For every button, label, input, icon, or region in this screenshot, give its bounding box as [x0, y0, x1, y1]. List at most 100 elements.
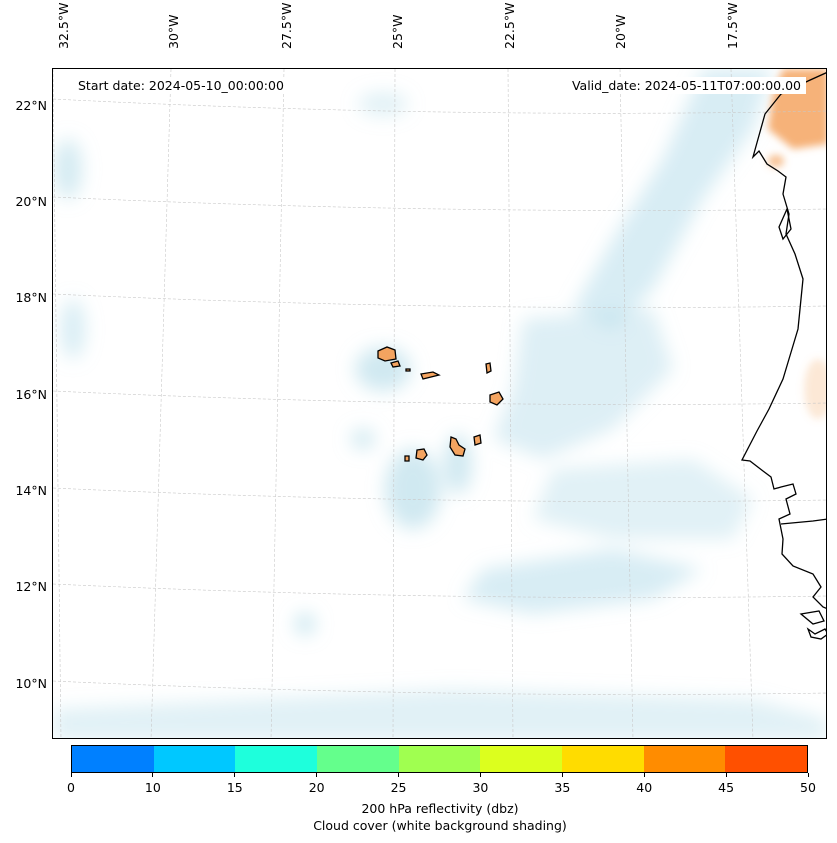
colorbar-tick — [70, 773, 72, 777]
lat-label-14n: 14°N — [15, 483, 47, 498]
gridline-lat-10 — [53, 680, 826, 695]
lon-label-25w: 25°W — [387, 8, 405, 64]
colorbar-tick — [725, 773, 727, 777]
coastline-gambia-inlet — [780, 518, 826, 525]
map-canvas — [53, 69, 826, 738]
lon-label-30w: 30°W — [163, 8, 181, 64]
colorbar-tick-label: 0 — [67, 780, 75, 795]
lon-label-22-5w-text: 22.5°W — [502, 2, 517, 49]
colorbar-tick — [398, 773, 400, 777]
colorbar-segment-8 — [725, 746, 808, 772]
gridline-lat-22 — [53, 98, 826, 114]
lat-label-20n: 20°N — [15, 194, 47, 209]
island-santa-luzia — [405, 368, 411, 372]
cloud-band-central — [493, 309, 673, 459]
cloud-patch-small — [295, 613, 315, 635]
cloud-patch-islands-west — [355, 347, 411, 391]
colorbar-tick-label: 40 — [636, 780, 653, 795]
colorbar-tick-label: 35 — [554, 780, 571, 795]
cape-verde-islands — [377, 346, 504, 462]
cloud-cover-layer — [53, 69, 826, 738]
lon-label-32-5w-text: 32.5°W — [56, 2, 71, 49]
lat-label-10n: 10°N — [15, 676, 47, 691]
island-fogo — [415, 448, 428, 461]
colorbar-tick-label: 30 — [472, 780, 489, 795]
lat-label-12n: 12°N — [15, 579, 47, 594]
lon-label-32-5w: 32.5°W — [53, 3, 71, 64]
cloud-band-northeast — [573, 69, 773, 329]
colorbar-tick-label: 50 — [800, 780, 816, 795]
gridline-lon-25 — [392, 69, 396, 738]
island-sal — [485, 362, 492, 374]
reflectivity-patch-east — [804, 359, 826, 419]
cloud-band-bottom — [53, 689, 826, 738]
colorbar-label-cloud-cover: Cloud cover (white background shading) — [313, 818, 567, 833]
gridline-lon-17-5 — [730, 69, 754, 738]
coastline-mauritania-north-cape — [778, 206, 792, 241]
cloud-patch-west-edge — [54, 139, 82, 199]
colorbar-tick — [316, 773, 318, 777]
colorbar-segment-1 — [153, 746, 236, 772]
colorbar-tick-label: 45 — [718, 780, 735, 795]
colorbar — [71, 745, 808, 773]
lon-label-22-5w: 22.5°W — [499, 3, 517, 64]
island-santiago — [449, 436, 466, 457]
lon-label-25w-text: 25°W — [390, 14, 405, 49]
gridline-lon-22-5 — [507, 69, 514, 738]
colorbar-tick — [152, 773, 154, 777]
colorbar-tick-label: 15 — [226, 780, 243, 795]
colorbar-segment-2 — [235, 746, 318, 772]
colorbar-tick — [807, 773, 809, 777]
colorbar-segment-7 — [643, 746, 726, 772]
gridline-lat-18 — [53, 293, 826, 308]
lat-label-22n: 22°N — [15, 98, 47, 113]
reflectivity-layer — [768, 69, 826, 419]
island-sao-nicolau — [420, 371, 441, 380]
island-sao-vicente — [390, 360, 401, 368]
lon-label-17-5w: 17.5°W — [722, 3, 740, 64]
lon-label-27-5w: 27.5°W — [276, 3, 294, 64]
gridline-lon-20 — [619, 69, 634, 738]
gridline-lat-14 — [53, 487, 826, 502]
gridline-lon-32-5 — [53, 69, 62, 738]
cloud-patch-islands-south — [385, 449, 441, 529]
colorbar-tick-label: 25 — [390, 780, 407, 795]
cloud-band-southeast — [533, 459, 753, 539]
reflectivity-patch-coast — [768, 155, 784, 167]
cloud-patch-west-mid — [61, 299, 85, 359]
gridline-lat-20 — [53, 196, 826, 211]
lon-label-20w-text: 20°W — [613, 14, 628, 49]
colorbar-tick-label: 10 — [144, 780, 161, 795]
colorbar-tick — [234, 773, 236, 777]
cloud-band-south — [463, 549, 703, 614]
colorbar-label-reflectivity: 200 hPa reflectivity (dbz) — [361, 801, 519, 816]
coastline-mauritania-senegal — [740, 72, 826, 609]
colorbar-segment-3 — [317, 746, 399, 772]
lat-label-16n: 16°N — [15, 387, 47, 402]
island-boa-vista — [489, 391, 504, 406]
graticule — [53, 69, 826, 738]
island-brava — [404, 455, 410, 462]
gridline-lat-12 — [53, 583, 826, 598]
colorbar-segment-6 — [562, 746, 644, 772]
colorbar-segment-5 — [480, 746, 563, 772]
cloud-patch-small-2 — [351, 429, 375, 449]
start-date-label: Start date: 2024-05-10_00:00:00 — [73, 77, 289, 94]
valid-date-label: Valid_date: 2024-05-11T07:00:00.00 — [566, 77, 806, 94]
colorbar-tick — [643, 773, 645, 777]
lon-label-30w-text: 30°W — [166, 14, 181, 49]
gridline-lon-30 — [150, 69, 172, 738]
gridline-lat-16 — [53, 390, 826, 405]
lon-label-20w: 20°W — [610, 8, 628, 64]
lon-label-17-5w-text: 17.5°W — [725, 2, 740, 49]
gridline-lon-27-5 — [270, 69, 285, 738]
colorbar-segment-0 — [72, 746, 154, 772]
lat-label-18n: 18°N — [15, 290, 47, 305]
lon-label-27-5w-text: 27.5°W — [279, 2, 294, 49]
colorbar-tick-label: 20 — [308, 780, 325, 795]
coastline — [740, 72, 826, 640]
map-panel: Start date: 2024-05-10_00:00:00 Valid_da… — [52, 68, 827, 739]
island-maio — [473, 434, 482, 446]
island-santo-antao — [377, 346, 397, 362]
cloud-patch-north — [358, 92, 408, 116]
